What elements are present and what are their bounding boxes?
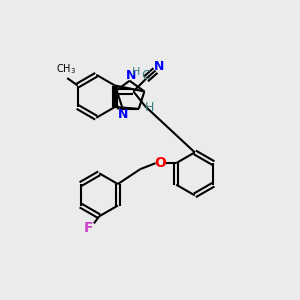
Text: H: H xyxy=(145,101,154,114)
Text: CH$_3$: CH$_3$ xyxy=(56,62,76,76)
Text: C: C xyxy=(142,69,150,82)
Text: F: F xyxy=(84,220,94,235)
Text: O: O xyxy=(154,156,166,170)
Text: N: N xyxy=(126,69,136,82)
Text: N: N xyxy=(154,61,164,74)
Text: N: N xyxy=(118,108,128,121)
Text: H: H xyxy=(132,68,140,77)
